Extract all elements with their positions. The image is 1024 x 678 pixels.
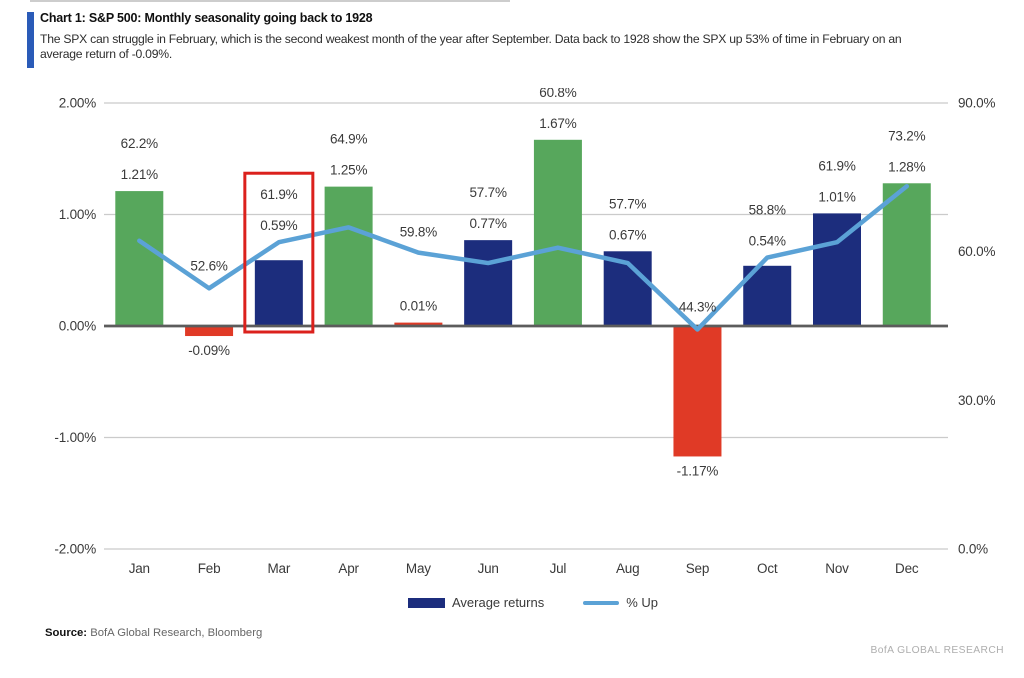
right-axis-tick-30.0%: 30.0% [958, 393, 995, 408]
pct-up-label-apr: 64.9% [330, 132, 367, 147]
pct-up-label-jan: 62.2% [121, 136, 158, 151]
pct-up-label-jun: 57.7% [470, 185, 507, 200]
bar-value-label-apr: 1.25% [330, 163, 367, 178]
right-axis-tick-90.0%: 90.0% [958, 95, 995, 110]
legend-line-label: % Up [626, 595, 659, 610]
left-axis-tick--1.00%: -1.00% [54, 430, 96, 445]
legend-bar-label: Average returns [451, 595, 545, 610]
right-axis-tick-0.0%: 0.0% [958, 542, 988, 557]
chart-subtitle: The SPX can struggle in February, which … [40, 32, 902, 61]
bar-apr [324, 186, 373, 326]
source-label: Source: [45, 627, 88, 639]
bar-feb [185, 326, 234, 337]
bar-value-label-jan: 1.21% [121, 167, 158, 182]
left-axis-tick-1.00%: 1.00% [59, 207, 96, 222]
pct-up-label-nov: 61.9% [818, 158, 855, 173]
month-label-may: May [406, 561, 431, 576]
month-label-sep: Sep [686, 561, 709, 576]
month-label-jul: Jul [550, 561, 567, 576]
chart-subtitle-line2: average return of -0.09%. [40, 46, 172, 61]
pct-up-label-oct: 58.8% [749, 203, 786, 218]
right-axis-tick-60.0%: 60.0% [958, 244, 995, 259]
bar-value-label-oct: 0.54% [749, 234, 786, 249]
bar-value-label-feb: -0.09% [188, 343, 230, 358]
pct-up-label-may: 59.8% [400, 225, 437, 240]
bar-value-label-sep: -1.17% [677, 463, 719, 478]
source-text: BofA Global Research, Bloomberg [87, 627, 263, 639]
pct-up-label-sep: 44.3% [679, 299, 716, 314]
month-label-jun: Jun [478, 561, 499, 576]
month-label-feb: Feb [198, 561, 221, 576]
month-label-mar: Mar [268, 561, 291, 576]
left-axis-tick--2.00%: -2.00% [54, 542, 96, 557]
bar-jul [533, 139, 582, 326]
month-label-dec: Dec [895, 561, 919, 576]
month-label-oct: Oct [757, 561, 778, 576]
crop-artifact [30, 0, 510, 2]
month-label-apr: Apr [338, 561, 359, 576]
source-note: Source: BofA Global Research, Bloomberg [45, 627, 262, 639]
brand-note: BofA GLOBAL RESEARCH [870, 645, 1004, 656]
month-label-nov: Nov [825, 561, 849, 576]
pct-up-label-dec: 73.2% [888, 128, 925, 143]
bar-jan [115, 191, 164, 326]
pct-up-label-jul: 60.8% [539, 88, 576, 100]
pct-up-label-feb: 52.6% [190, 258, 227, 273]
month-label-jan: Jan [129, 561, 150, 576]
chart-title: Chart 1: S&P 500: Monthly seasonality go… [40, 11, 373, 25]
bar-may [394, 322, 443, 326]
month-label-aug: Aug [616, 561, 639, 576]
highlight-box [243, 171, 315, 334]
left-axis-tick-2.00%: 2.00% [59, 96, 96, 111]
bar-value-label-nov: 1.01% [818, 189, 855, 204]
bar-mar [254, 260, 303, 326]
bar-value-label-may: 0.01% [400, 299, 437, 314]
pct-up-label-aug: 57.7% [609, 196, 646, 211]
legend-line-swatch [583, 600, 620, 605]
bar-sep [673, 326, 722, 457]
left-axis-tick-0.00%: 0.00% [59, 319, 96, 334]
chart-legend: Average returns % Up [0, 595, 1024, 610]
bar-value-label-mar: 0.59% [260, 218, 297, 233]
chart-subtitle-line1: The SPX can struggle in February, which … [40, 32, 902, 46]
pct-up-line [137, 183, 910, 332]
bar-dec [882, 183, 931, 326]
bar-jun [464, 240, 513, 326]
pct-up-label-mar: 61.9% [260, 187, 297, 202]
legend-items: Average returns % Up [407, 595, 659, 610]
chart-header: Chart 1: S&P 500: Monthly seasonality go… [0, 0, 1024, 80]
bar-value-label-jun: 0.77% [470, 216, 507, 231]
bar-value-label-aug: 0.67% [609, 227, 646, 242]
title-accent-bar [27, 12, 34, 68]
chart-canvas: 2.00% 1.00% 0.00% -1.00% -2.00% 90.0% 60.0% 30.… [54, 88, 995, 576]
legend-bar-swatch [407, 597, 445, 608]
bar-value-label-dec: 1.28% [888, 159, 925, 174]
bar-value-label-jul: 1.67% [539, 116, 576, 131]
